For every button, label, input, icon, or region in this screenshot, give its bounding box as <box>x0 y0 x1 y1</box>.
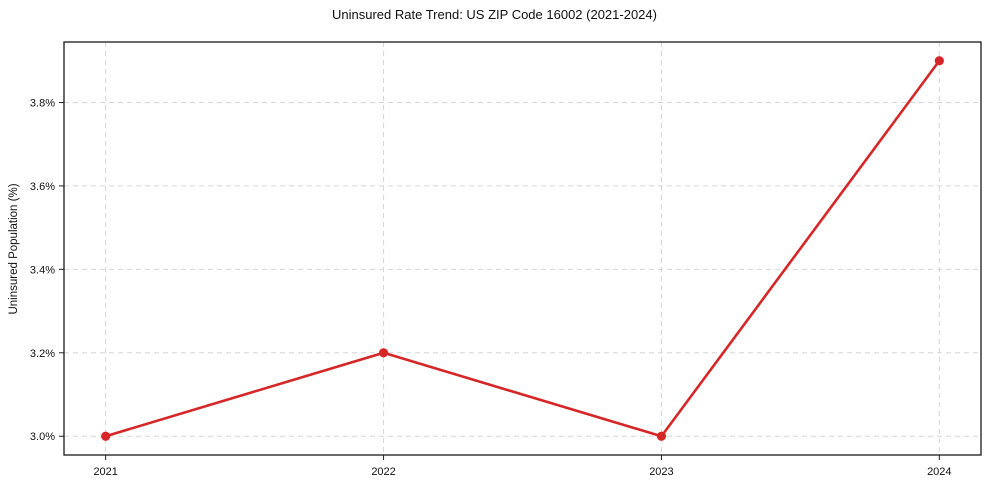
x-tick-label: 2023 <box>649 466 673 478</box>
y-tick-label: 3.0% <box>30 431 55 443</box>
y-tick-label: 3.6% <box>30 181 55 193</box>
x-tick-label: 2022 <box>371 466 395 478</box>
x-tick-label: 2021 <box>93 466 117 478</box>
x-tick-label: 2024 <box>927 466 951 478</box>
trend-line <box>104 59 941 438</box>
y-tick-label: 3.8% <box>30 97 55 109</box>
data-point-2021 <box>101 431 111 441</box>
y-tick-label: 3.2% <box>30 348 55 360</box>
y-tick-label: 3.4% <box>30 264 55 276</box>
data-point-2022 <box>378 348 389 358</box>
data-point-2023 <box>656 431 667 441</box>
y-axis-label: Uninsured Population (%) <box>8 183 20 315</box>
data-point-2024 <box>934 56 944 66</box>
chart-title: Uninsured Rate Trend: US ZIP Code 16002 … <box>332 7 657 22</box>
plot-border <box>63 41 982 456</box>
